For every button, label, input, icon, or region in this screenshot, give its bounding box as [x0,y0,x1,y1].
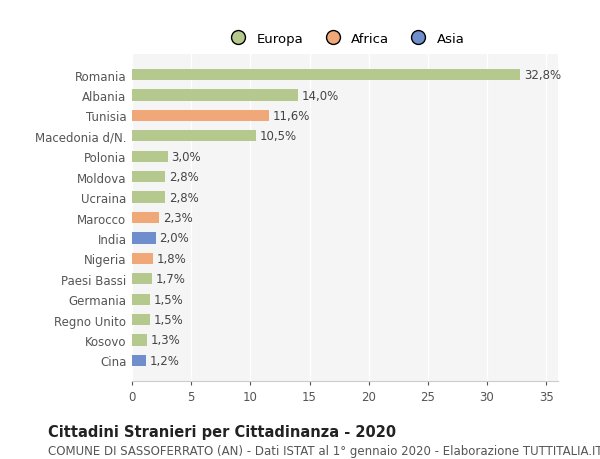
Bar [132,274,152,285]
Text: 1,2%: 1,2% [150,354,179,367]
Bar [132,253,154,264]
Bar [132,233,155,244]
Text: Cittadini Stranieri per Cittadinanza - 2020: Cittadini Stranieri per Cittadinanza - 2… [48,425,396,440]
Bar [132,314,150,325]
Bar [132,355,146,366]
Bar [132,70,520,81]
Bar [132,294,150,305]
Text: 1,5%: 1,5% [154,293,183,306]
Text: 14,0%: 14,0% [301,90,338,102]
Text: 2,8%: 2,8% [169,171,199,184]
Text: 10,5%: 10,5% [260,130,297,143]
Text: 1,5%: 1,5% [154,313,183,326]
Text: 2,0%: 2,0% [159,232,189,245]
Bar [132,151,167,162]
Bar [132,335,148,346]
Text: 1,7%: 1,7% [155,273,185,285]
Bar [132,131,256,142]
Text: COMUNE DI SASSOFERRATO (AN) - Dati ISTAT al 1° gennaio 2020 - Elaborazione TUTTI: COMUNE DI SASSOFERRATO (AN) - Dati ISTAT… [48,444,600,457]
Bar [132,90,298,101]
Text: 2,3%: 2,3% [163,212,193,224]
Bar [132,192,165,203]
Legend: Europa, Africa, Asia: Europa, Africa, Asia [221,29,469,50]
Text: 11,6%: 11,6% [273,110,310,123]
Bar [132,213,159,224]
Text: 2,8%: 2,8% [169,191,199,204]
Text: 1,8%: 1,8% [157,252,187,265]
Text: 32,8%: 32,8% [524,69,561,82]
Text: 1,3%: 1,3% [151,334,181,347]
Bar [132,111,269,122]
Text: 3,0%: 3,0% [171,151,200,163]
Bar [132,172,165,183]
